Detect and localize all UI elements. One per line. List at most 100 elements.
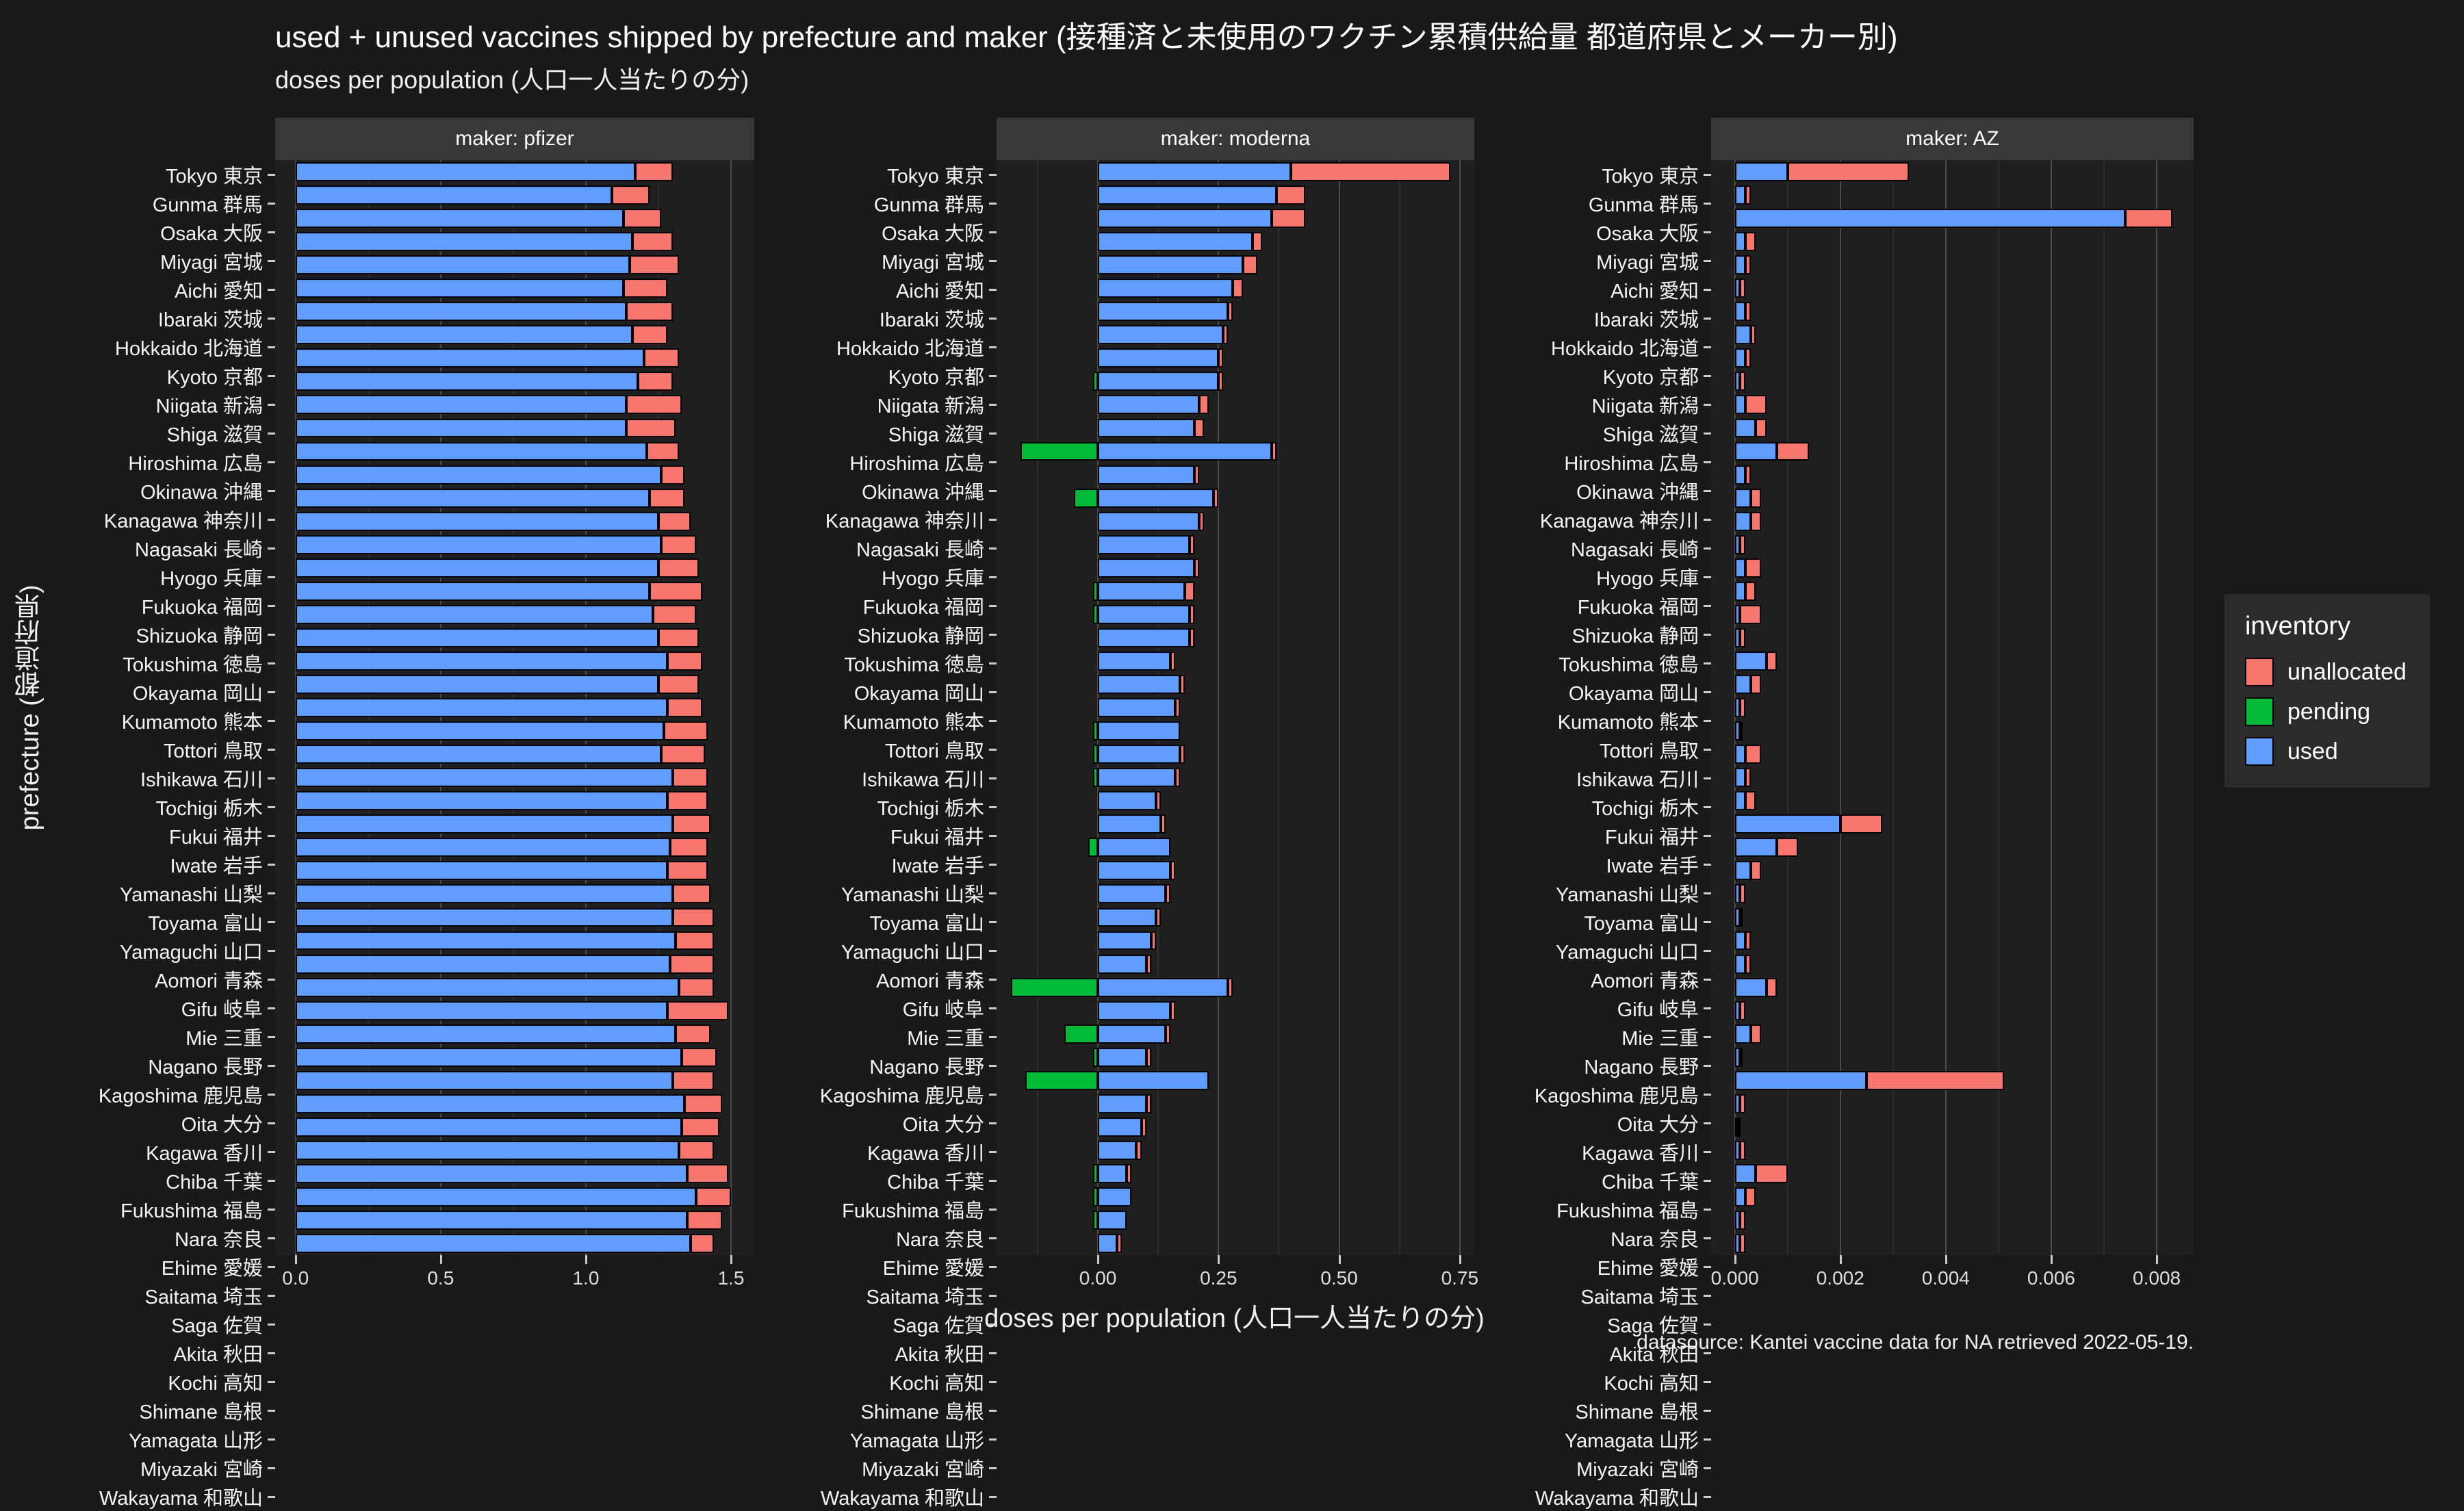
bar-unallocated xyxy=(667,791,708,811)
y-tick-mark xyxy=(268,1035,275,1038)
y-tick-mark xyxy=(989,461,997,463)
bar-row xyxy=(275,1022,754,1046)
bar-row xyxy=(1711,440,2194,463)
x-tick-mark xyxy=(1839,1255,1842,1264)
y-tick-label: Shimane 島根 xyxy=(860,1402,984,1423)
y-tick-label: Shiga 滋賀 xyxy=(888,424,984,446)
y-tick: Miyagi 宮城 xyxy=(778,246,997,275)
bar-used xyxy=(1098,325,1224,345)
bar-used xyxy=(1098,511,1200,531)
y-tick-mark xyxy=(989,1323,997,1326)
y-tick-mark xyxy=(1704,1265,1711,1268)
bar-used xyxy=(295,325,632,345)
y-tick-label: Kagoshima 鹿児島 xyxy=(819,1085,984,1107)
used-swatch xyxy=(2245,737,2274,766)
bar-unallocated xyxy=(1175,698,1180,718)
bar-unallocated xyxy=(664,721,708,741)
bar-row xyxy=(997,1115,1474,1139)
bar-used xyxy=(295,931,676,951)
bar-unallocated xyxy=(1866,1070,2004,1090)
y-tick-mark xyxy=(1704,317,1711,320)
y-tick-mark xyxy=(268,403,275,406)
bar-row xyxy=(1711,696,2194,719)
y-tick-mark xyxy=(268,1265,275,1268)
y-tick-label: Nagano 長野 xyxy=(1584,1057,1699,1079)
bar-unallocated xyxy=(1745,791,1756,811)
y-tick-label: Saitama 埼玉 xyxy=(144,1287,263,1308)
y-tick-label: Yamaguchi 山口 xyxy=(1556,942,1699,964)
bar-used xyxy=(295,1117,682,1137)
x-tick-mark xyxy=(439,1255,442,1264)
bar-row xyxy=(275,1139,754,1162)
bar-used xyxy=(295,861,667,881)
bar-used xyxy=(1734,1164,1756,1183)
bar-row xyxy=(275,1209,754,1232)
bar-unallocated xyxy=(1218,348,1224,368)
y-tick-label: Nagasaki 長崎 xyxy=(135,539,263,561)
bar-row xyxy=(275,976,754,999)
bar-pending xyxy=(1093,721,1099,741)
y-tick-mark xyxy=(1704,461,1711,463)
y-tick-mark xyxy=(1704,892,1711,894)
bar-row xyxy=(997,1232,1474,1255)
y-tick-mark xyxy=(989,633,997,636)
bar-row xyxy=(997,230,1474,253)
y-tick-label: Kochi 高知 xyxy=(889,1373,984,1395)
x-tick-mark xyxy=(1945,1255,1947,1264)
bar-used xyxy=(1734,418,1756,438)
y-tick-label: Ishikawa 石川 xyxy=(140,769,263,791)
y-tick: Nagano 長野 xyxy=(1492,1051,1711,1080)
y-tick-label: Yamagata 山形 xyxy=(128,1430,263,1452)
bar-unallocated xyxy=(1740,534,1746,554)
bar-used xyxy=(1098,791,1156,811)
bar-used xyxy=(1734,1000,1741,1020)
bar-used xyxy=(295,279,624,298)
bar-row xyxy=(997,1069,1474,1092)
y-tick-mark xyxy=(1704,1294,1711,1297)
y-tick-label: Akita 秋田 xyxy=(895,1344,984,1366)
y-tick-label: Shiga 滋賀 xyxy=(166,424,263,446)
y-tick: Fukui 福井 xyxy=(56,821,275,850)
bar-row xyxy=(997,1162,1474,1185)
bar-unallocated xyxy=(673,814,711,834)
y-tick-label: Fukuoka 福岡 xyxy=(1577,597,1699,619)
y-tick-label: Akita 秋田 xyxy=(1609,1344,1699,1366)
y-tick: Ehime 愛媛 xyxy=(1492,1252,1711,1281)
bar-row xyxy=(275,1162,754,1185)
bar-unallocated xyxy=(658,675,700,694)
y-tick-mark xyxy=(1704,288,1711,291)
y-tick: Fukushima 福島 xyxy=(1492,1195,1711,1224)
bar-used xyxy=(1734,581,1746,601)
y-tick: Saitama 埼玉 xyxy=(56,1281,275,1310)
y-tick: Aomori 青森 xyxy=(1492,965,1711,994)
bar-row xyxy=(997,463,1474,487)
x-tick-label: 0.00 xyxy=(1079,1267,1117,1289)
bar-unallocated xyxy=(2125,209,2173,229)
bar-unallocated xyxy=(1740,1234,1746,1254)
bar-used xyxy=(295,372,639,391)
y-tick-label: Okayama 岡山 xyxy=(1568,683,1699,705)
y-tick-label: Mie 三重 xyxy=(907,1028,984,1050)
bar-unallocated xyxy=(612,185,650,205)
y-tick-label: Fukui 福井 xyxy=(169,827,263,849)
bar-used xyxy=(1734,1094,1741,1113)
y-tick: Chiba 千葉 xyxy=(1492,1166,1711,1195)
gridline-major xyxy=(1338,160,1340,1255)
bar-unallocated xyxy=(1766,977,1778,997)
bar-used xyxy=(1098,698,1175,718)
y-tick: Kagawa 香川 xyxy=(778,1137,997,1166)
y-tick-label: Gunma 群馬 xyxy=(873,194,984,216)
bar-unallocated xyxy=(673,907,714,927)
bar-used xyxy=(1098,441,1272,461)
bar-unallocated xyxy=(1740,884,1746,904)
bar-row xyxy=(997,696,1474,719)
bar-used xyxy=(295,628,658,647)
bar-row xyxy=(997,1209,1474,1232)
y-tick-mark xyxy=(268,949,275,952)
y-tick: Niigata 新潟 xyxy=(1492,390,1711,419)
bar-used xyxy=(1734,302,1746,322)
y-tick-mark xyxy=(989,1064,997,1067)
bar-used xyxy=(1098,395,1200,415)
bar-used xyxy=(1734,395,1746,415)
y-tick-mark xyxy=(989,805,997,808)
